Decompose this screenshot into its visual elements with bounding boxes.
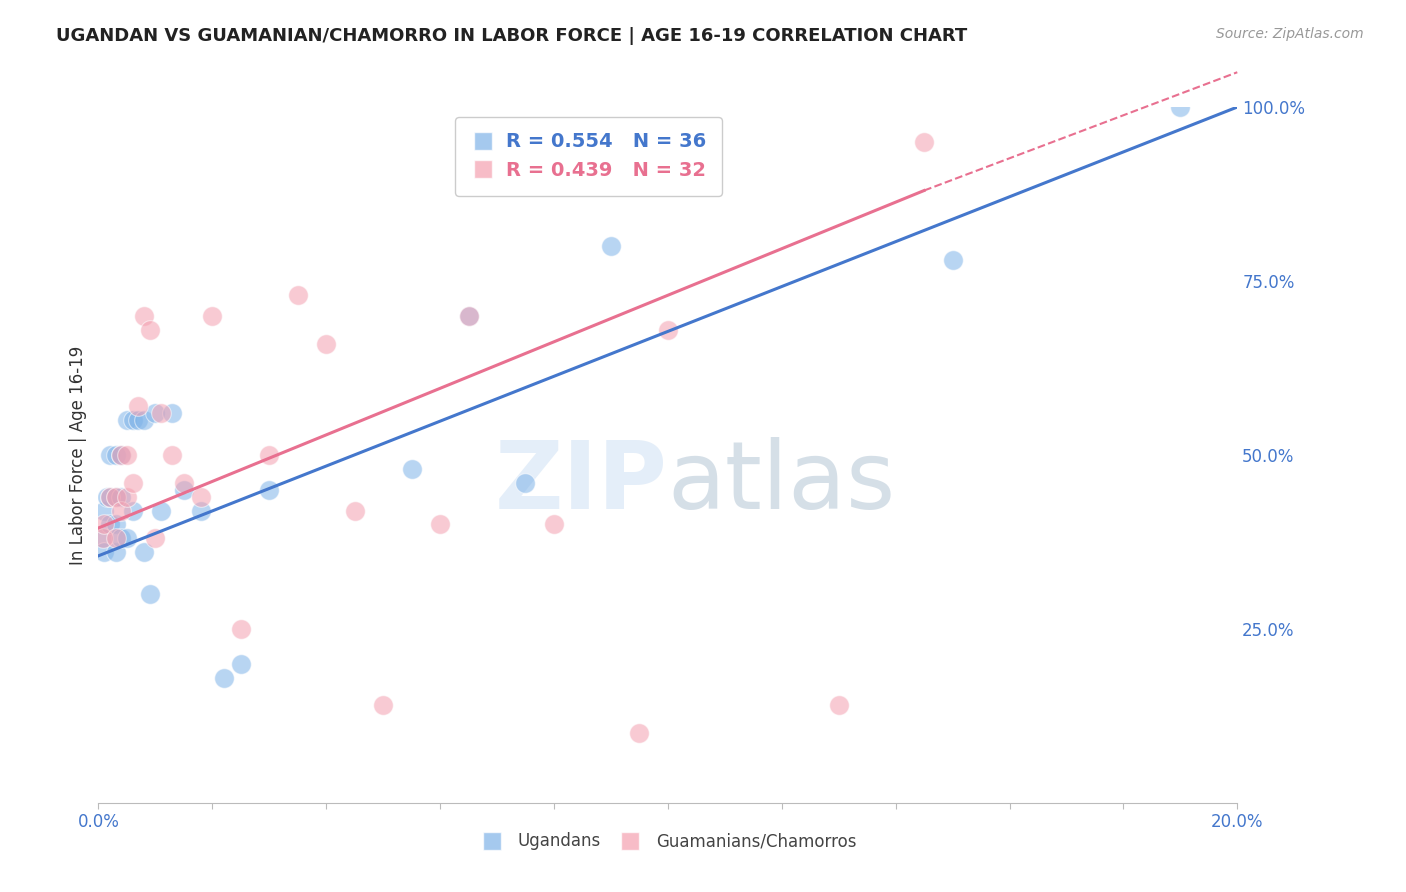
Point xyxy=(287,288,309,302)
Point xyxy=(96,490,118,504)
Point xyxy=(110,490,132,504)
Point xyxy=(543,517,565,532)
Text: atlas: atlas xyxy=(668,437,896,529)
Y-axis label: In Labor Force | Age 16-19: In Labor Force | Age 16-19 xyxy=(69,345,87,565)
Point xyxy=(138,323,160,337)
Point xyxy=(201,309,224,323)
Point xyxy=(162,406,184,420)
Point xyxy=(373,698,395,713)
Point xyxy=(1170,100,1192,114)
Point xyxy=(828,698,851,713)
Legend: Ugandans, Guamanians/Chamorros: Ugandans, Guamanians/Chamorros xyxy=(472,826,863,857)
Point xyxy=(104,490,127,504)
Point xyxy=(132,413,155,427)
Point xyxy=(162,448,184,462)
Point xyxy=(457,309,479,323)
Point xyxy=(121,503,143,517)
Point xyxy=(132,545,155,559)
Point xyxy=(343,503,366,517)
Point xyxy=(104,490,127,504)
Point xyxy=(657,323,679,337)
Point xyxy=(121,475,143,490)
Point xyxy=(98,517,121,532)
Point xyxy=(93,545,115,559)
Point xyxy=(91,532,114,546)
Point xyxy=(98,490,121,504)
Point xyxy=(145,406,167,420)
Point xyxy=(98,490,121,504)
Point xyxy=(515,475,537,490)
Point xyxy=(104,545,127,559)
Point xyxy=(600,239,623,253)
Point xyxy=(212,671,235,685)
Point xyxy=(150,503,173,517)
Point xyxy=(429,517,451,532)
Point xyxy=(190,490,212,504)
Point xyxy=(98,448,121,462)
Text: ZIP: ZIP xyxy=(495,437,668,529)
Point xyxy=(628,726,651,740)
Point xyxy=(127,413,149,427)
Point xyxy=(229,622,252,636)
Point xyxy=(145,532,167,546)
Point xyxy=(104,532,127,546)
Point xyxy=(132,309,155,323)
Point xyxy=(104,517,127,532)
Point xyxy=(912,135,935,149)
Point xyxy=(110,532,132,546)
Point xyxy=(259,448,281,462)
Point xyxy=(115,448,138,462)
Point xyxy=(115,532,138,546)
Point xyxy=(115,490,138,504)
Point xyxy=(173,475,195,490)
Point xyxy=(104,448,127,462)
Point xyxy=(150,406,173,420)
Point xyxy=(401,462,423,476)
Point xyxy=(115,413,138,427)
Point xyxy=(110,448,132,462)
Point xyxy=(121,413,143,427)
Point xyxy=(173,483,195,497)
Point xyxy=(259,483,281,497)
Point xyxy=(190,503,212,517)
Point xyxy=(93,503,115,517)
Point xyxy=(229,657,252,671)
Point xyxy=(315,336,337,351)
Point xyxy=(110,448,132,462)
Text: UGANDAN VS GUAMANIAN/CHAMORRO IN LABOR FORCE | AGE 16-19 CORRELATION CHART: UGANDAN VS GUAMANIAN/CHAMORRO IN LABOR F… xyxy=(56,27,967,45)
Point xyxy=(93,517,115,532)
Point xyxy=(110,503,132,517)
Point xyxy=(138,587,160,601)
Point xyxy=(127,399,149,413)
Text: Source: ZipAtlas.com: Source: ZipAtlas.com xyxy=(1216,27,1364,41)
Point xyxy=(457,309,479,323)
Point xyxy=(942,253,965,268)
Point xyxy=(91,532,114,546)
